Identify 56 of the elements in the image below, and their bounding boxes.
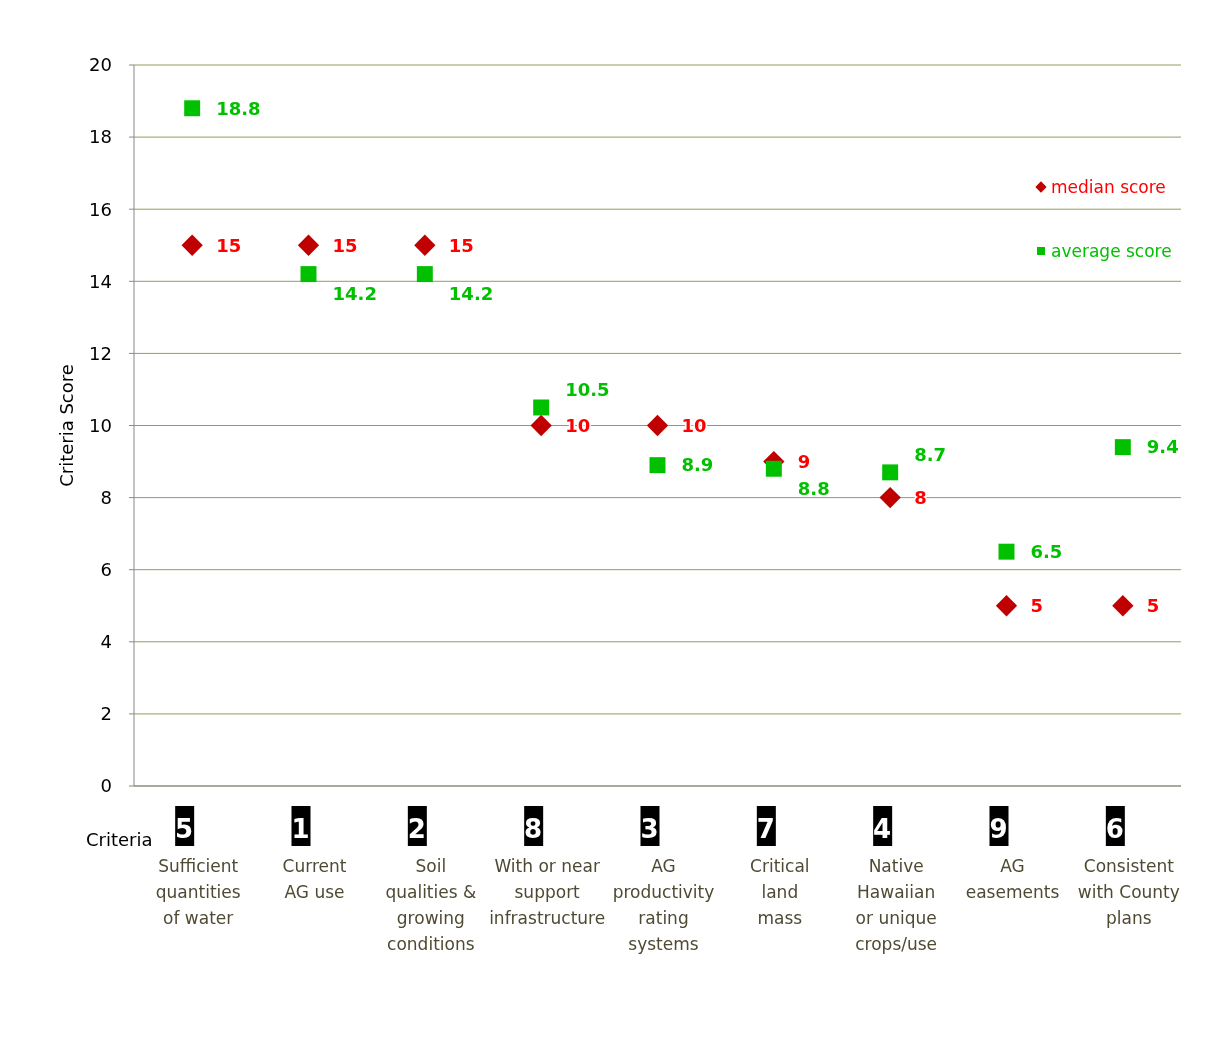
data-label: 10.5: [565, 378, 610, 400]
point: [184, 100, 201, 117]
data-label: 15: [332, 234, 358, 256]
y-tick-label: 2: [100, 703, 112, 725]
point: [765, 460, 782, 477]
y-tick-label: 12: [89, 342, 112, 364]
data-label: 15: [216, 234, 242, 256]
y-tick-label: 20: [89, 54, 112, 76]
data-label: 15: [448, 234, 474, 256]
x-tick-label: 3 AG productivity rating systems: [612, 814, 715, 954]
y-tick-label: 14: [89, 270, 112, 292]
data-label: 8.9: [681, 454, 714, 476]
y-tick-label: 16: [89, 198, 112, 220]
x-tick-label: 2 Soil qualities & growing conditions: [385, 814, 477, 954]
point: [879, 486, 901, 509]
point: [1112, 595, 1134, 617]
y-tick-label: 8: [100, 486, 112, 508]
data-label: 9.4: [1146, 436, 1179, 458]
x-tick-label: 7 Critical land mass: [750, 814, 810, 928]
point: [646, 414, 669, 437]
data-label: 8.7: [914, 443, 947, 465]
x-axis-title: Criteria: [86, 829, 153, 850]
point: [649, 457, 666, 474]
x-tick-label: 5 Sufficient quantities of water: [155, 814, 241, 928]
point: [414, 234, 436, 256]
legend-label: median score: [1051, 176, 1166, 197]
data-label: 6.5: [1030, 540, 1063, 562]
point: [533, 399, 550, 416]
point: [530, 414, 552, 437]
x-tick-label: 8 With or near support infrastructure: [489, 814, 606, 928]
y-tick-label: 10: [89, 414, 112, 436]
point: [882, 464, 899, 481]
x-tick-label: 1 Current AG use: [282, 814, 347, 902]
data-label: 5: [1030, 595, 1044, 617]
legend-label: average score: [1051, 240, 1172, 261]
data-label: 5: [1146, 595, 1160, 617]
x-tick-label: 9 AG easements: [965, 814, 1060, 902]
point: [995, 595, 1018, 617]
y-tick-label: 0: [100, 775, 112, 797]
data-label: 14.2: [448, 283, 494, 305]
point: [181, 234, 203, 256]
x-tick-label: 6 Consistent with County plans: [1077, 814, 1180, 928]
data-label: 14.2: [332, 283, 377, 305]
y-axis-title: Criteria Score: [56, 364, 77, 487]
y-tick-label: 6: [100, 559, 112, 580]
point: [998, 543, 1015, 560]
point: [300, 266, 317, 283]
x-tick-label: 4 Native Hawaiian or unique crops/use: [855, 814, 938, 954]
data-label: 8.8: [797, 478, 830, 500]
y-tick-label: 18: [89, 126, 112, 148]
point: [297, 234, 320, 256]
data-label: 18.8: [216, 97, 261, 119]
point: [416, 266, 433, 283]
point: [1114, 439, 1131, 456]
data-label: 9: [797, 450, 811, 472]
y-tick-label: 4: [100, 631, 112, 653]
